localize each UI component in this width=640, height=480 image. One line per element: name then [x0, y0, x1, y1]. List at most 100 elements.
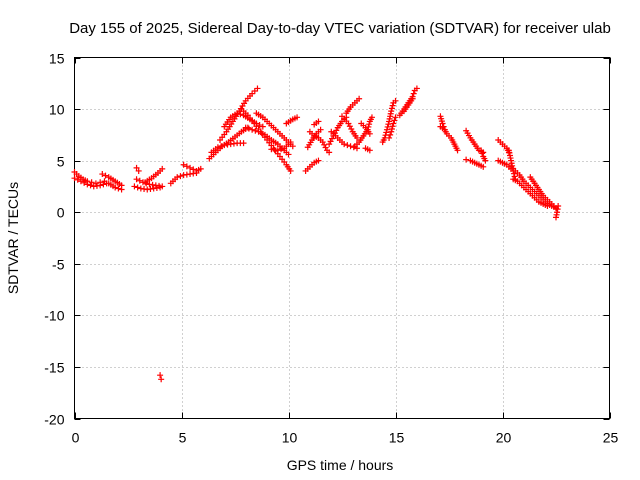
data-point — [240, 140, 247, 147]
data-point — [383, 129, 390, 136]
chart-title: Day 155 of 2025, Sidereal Day-to-day VTE… — [69, 20, 611, 37]
data-point — [294, 114, 301, 121]
data-point — [511, 173, 518, 180]
data-point — [159, 165, 166, 172]
data-point — [180, 161, 187, 168]
data-point — [100, 181, 107, 188]
axis-ticks: 0 5 10 15 20 25 -20 -15 -10 -5 0 5 10 15 — [44, 51, 618, 446]
data-point — [389, 123, 396, 130]
data-point — [245, 125, 252, 132]
data-point — [441, 126, 448, 133]
data-point — [256, 122, 263, 129]
data-point — [87, 182, 94, 189]
data-point — [278, 146, 285, 153]
data-point — [482, 157, 489, 164]
x-tick-label: 15 — [389, 430, 405, 446]
data-point — [389, 102, 396, 109]
x-tick-label: 5 — [179, 430, 187, 446]
data-point — [366, 130, 373, 137]
data-point — [274, 147, 281, 154]
data-point — [187, 164, 194, 171]
data-point — [84, 181, 91, 188]
data-point — [289, 143, 296, 150]
data-point — [348, 126, 355, 133]
data-point — [368, 114, 375, 121]
x-axis-label: GPS time / hours — [287, 457, 394, 473]
data-point — [331, 130, 338, 137]
x-tick-label: 0 — [72, 430, 80, 446]
data-point — [77, 178, 84, 185]
data-point — [392, 114, 399, 121]
data-point — [234, 110, 241, 117]
data-point — [392, 97, 399, 104]
y-tick-label: 5 — [57, 154, 65, 170]
data-point — [74, 176, 81, 183]
data-point — [158, 376, 165, 383]
data-point — [479, 150, 486, 157]
data-point — [390, 120, 397, 127]
data-point — [159, 183, 166, 190]
data-point — [321, 141, 328, 148]
data-point — [242, 124, 249, 131]
data-point — [287, 139, 294, 146]
y-tick-label: -5 — [52, 257, 65, 273]
data-point — [463, 156, 470, 163]
data-point — [388, 128, 395, 135]
data-point — [341, 141, 348, 148]
data-point — [285, 151, 292, 158]
data-point — [115, 185, 122, 192]
y-tick-label: 0 — [57, 205, 65, 221]
y-tick-label: -20 — [44, 412, 64, 428]
data-point — [133, 164, 140, 171]
data-point — [81, 179, 88, 186]
data-point — [131, 183, 138, 190]
data-point — [255, 128, 262, 135]
y-tick-label: 15 — [49, 51, 65, 67]
data-point — [102, 172, 109, 179]
data-point — [112, 184, 119, 191]
data-point — [413, 85, 420, 92]
data-point — [174, 174, 181, 181]
data-point — [322, 144, 329, 151]
data-point — [366, 147, 373, 154]
x-tick-label: 20 — [496, 430, 512, 446]
data-point — [480, 163, 487, 170]
data-point — [510, 170, 517, 177]
grid-lines — [74, 57, 610, 419]
data-point — [327, 138, 334, 145]
data-point — [214, 144, 221, 151]
data-point — [71, 175, 78, 182]
data-point — [409, 95, 416, 102]
data-point — [326, 149, 333, 156]
data-point — [555, 203, 562, 210]
data-point — [134, 184, 141, 191]
data-point — [197, 165, 204, 172]
data-point — [385, 121, 392, 128]
y-tick-label: 10 — [49, 102, 65, 118]
data-point — [544, 203, 551, 210]
data-point — [237, 111, 244, 118]
data-point — [118, 186, 125, 193]
data-points — [71, 85, 562, 383]
x-tick-label: 25 — [603, 430, 619, 446]
data-point — [190, 166, 197, 173]
data-point — [350, 144, 357, 151]
data-point — [454, 147, 461, 154]
data-point — [99, 171, 106, 178]
data-point — [366, 121, 373, 128]
data-point — [249, 126, 256, 133]
x-tick-label: 10 — [282, 430, 298, 446]
data-point — [478, 147, 485, 154]
data-point — [391, 117, 398, 124]
data-point — [329, 135, 336, 142]
data-point — [384, 123, 391, 130]
data-point — [410, 90, 417, 97]
data-point — [287, 167, 294, 174]
data-point — [157, 372, 164, 379]
data-point — [387, 131, 394, 138]
data-point — [388, 105, 395, 112]
data-point — [317, 126, 324, 133]
y-axis-label: SDTVAR / TECUs — [5, 182, 21, 294]
data-point — [386, 134, 393, 141]
data-point — [344, 142, 351, 149]
